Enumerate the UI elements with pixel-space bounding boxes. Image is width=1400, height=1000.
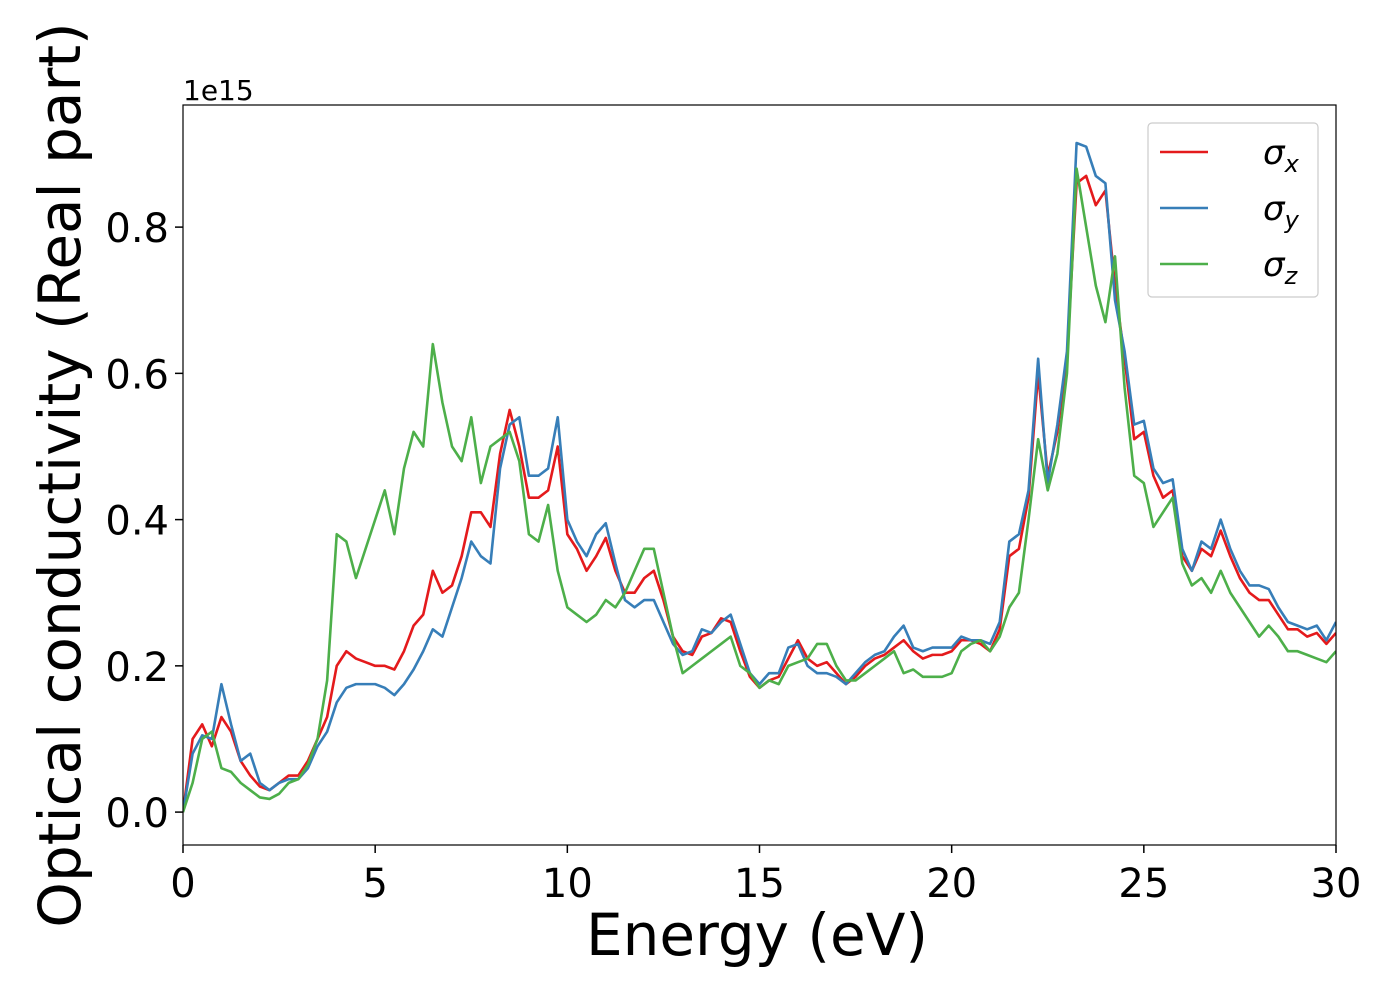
y-tick-label: 0.6 [105,352,169,398]
series-line [183,141,1336,813]
y-tick-label: 0.0 [105,791,169,837]
x-tick-label: 0 [170,861,195,907]
series-line [183,167,1336,813]
legend-label: σx [1263,133,1300,178]
x-tick-label: 25 [1118,861,1169,907]
y-axis-label: Optical conductivity (Real part) [26,22,94,927]
x-axis-label: Energy (eV) [586,901,928,969]
y-tick-label: 0.4 [105,499,169,545]
legend-box [1147,122,1319,298]
x-tick-label: 5 [362,861,387,907]
x-tick-label: 15 [734,861,785,907]
x-tick-label: 10 [542,861,593,907]
x-tick-label: 20 [926,861,977,907]
plot-lines [183,141,1336,813]
legend-label: σy [1263,189,1300,234]
x-tick-label: 30 [1311,861,1362,907]
plot-frame [182,104,1337,846]
y-tick-label: 0.2 [105,645,169,691]
y-tick-label: 0.8 [105,206,169,252]
legend-label: σz [1263,245,1299,290]
offset-text: 1e15 [183,74,254,107]
